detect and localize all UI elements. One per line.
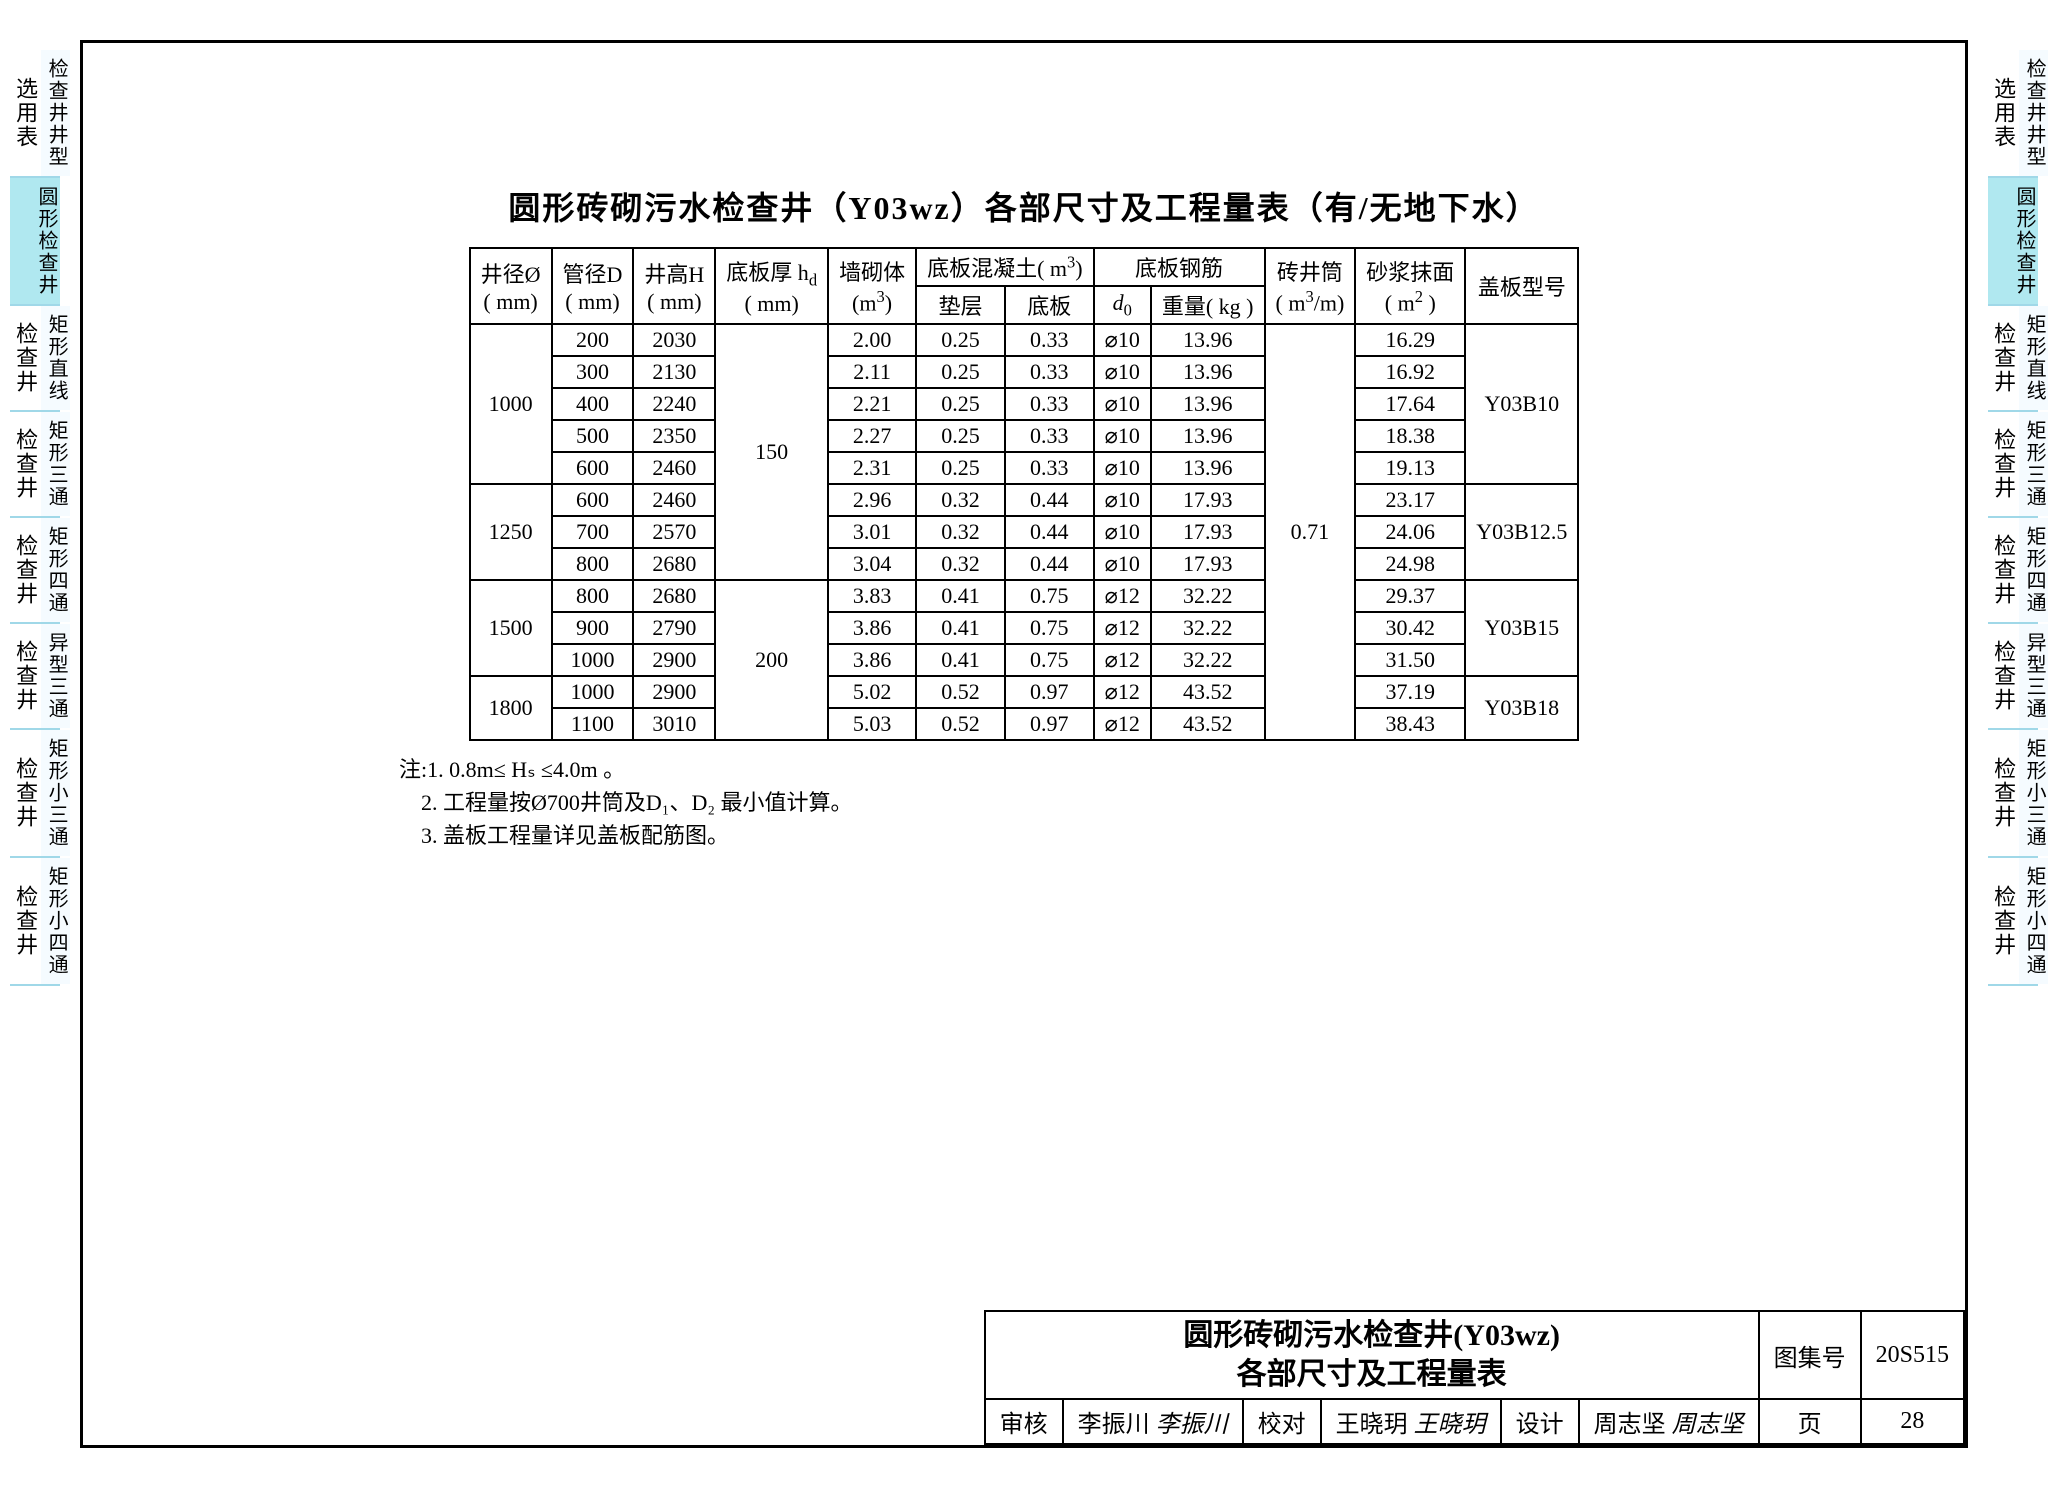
col-weight: 重量( kg ) [1151,286,1265,324]
audit-label: 审核 [985,1399,1063,1444]
titleblock-title: 圆形砖砌污水检查井(Y03wz)各部尺寸及工程量表 [985,1311,1759,1399]
side-tab[interactable]: 检查井 [1988,306,2019,410]
set-label: 图集号 [1759,1311,1861,1399]
side-tab[interactable]: 检查井 [1988,858,2019,984]
col-mortar: 砂浆抹面( m2 ) [1355,248,1465,324]
side-tab[interactable]: 检查井 [1988,730,2019,856]
side-tab[interactable]: 选用表 [10,50,41,176]
side-tab-sub[interactable]: 异型三通 [41,624,70,728]
col-pad: 垫层 [916,286,1005,324]
side-tab[interactable]: 检查井 [10,412,41,516]
col-diameter: 井径Ø( mm) [470,248,552,324]
side-tab-sub[interactable]: 矩形直线 [41,306,70,410]
table-row: 110030105.030.520.97⌀1243.5238.43 [470,708,1579,740]
side-tab[interactable]: 选用表 [1988,50,2019,176]
col-pipe-d: 管径D( mm) [552,248,634,324]
content: 圆形砖砌污水检查井（Y03wz）各部尺寸及工程量表（有/无地下水） 井径Ø( m… [283,183,1765,852]
table-row: 70025703.010.320.44⌀1017.9324.06 [470,516,1579,548]
table-row: 1800100029005.020.520.97⌀1243.5237.19Y03… [470,676,1579,708]
side-tab-sub[interactable]: 矩形三通 [41,412,70,516]
side-tab-sub[interactable]: 矩形四通 [2019,518,2048,622]
right-tabs: 选用表检查井井型圆形检查井检查井矩形直线检查井矩形三通检查井矩形四通检查井异型三… [1988,50,2038,986]
col-rebar: 底板钢筋 [1094,248,1265,286]
check-label: 校对 [1243,1399,1321,1444]
side-tab-sub[interactable]: 矩形小三通 [41,730,70,856]
side-tab-sub[interactable]: 检查井井型 [41,50,70,176]
side-tab[interactable]: 检查井 [1988,518,2019,622]
table-row: 50023502.270.250.33⌀1013.9618.38 [470,420,1579,452]
side-tab-sub[interactable]: 检查井井型 [2019,50,2048,176]
side-tab-sub[interactable]: 矩形小四通 [41,858,70,984]
side-tab[interactable]: 检查井 [10,306,41,410]
side-tab[interactable]: 检查井 [10,730,41,856]
table-row: 100029003.860.410.75⌀1232.2231.50 [470,644,1579,676]
side-tab-sub[interactable]: 矩形直线 [2019,306,2048,410]
table-row: 125060024602.960.320.44⌀1017.9323.17Y03B… [470,484,1579,516]
title-block: 圆形砖砌污水检查井(Y03wz)各部尺寸及工程量表 图集号 20S515 审核 … [984,1310,1965,1445]
col-cover: 盖板型号 [1465,248,1578,324]
dimensions-table: 井径Ø( mm) 管径D( mm) 井高H( mm) 底板厚 hd( mm) 墙… [469,247,1580,741]
side-tab[interactable]: 检查井 [10,518,41,622]
side-tab-sub[interactable]: 矩形小三通 [2019,730,2048,856]
side-tab[interactable]: 检查井 [1988,412,2019,516]
side-tab-sub[interactable]: 异型三通 [2019,624,2048,728]
side-tab[interactable]: 检查井 [1988,624,2019,728]
notes: 注:1. 0.8m≤ Hₛ ≤4.0m 。 2. 工程量按Ø700井筒及D₁、D… [399,753,1649,852]
col-base: 底板 [1005,286,1094,324]
table-row: 100020020301502.000.250.33⌀1013.960.7116… [470,324,1579,356]
col-d0: d0 [1094,286,1151,324]
set-no: 20S515 [1861,1311,1964,1399]
left-tabs: 选用表检查井井型圆形检查井检查井矩形直线检查井矩形三通检查井矩形四通检查井异型三… [10,50,60,986]
side-tab[interactable]: 检查井 [10,624,41,728]
table-row: 90027903.860.410.75⌀1232.2230.42 [470,612,1579,644]
side-tab-sub[interactable]: 圆形检查井 [10,178,60,306]
audit-name: 李振川 李振川 [1063,1399,1243,1444]
col-concrete: 底板混凝土( m3) [916,248,1094,286]
table-row: 150080026802003.830.410.75⌀1232.2229.37Y… [470,580,1579,612]
design-label: 设计 [1501,1399,1579,1444]
side-tab-sub[interactable]: 矩形三通 [2019,412,2048,516]
table-row: 80026803.040.320.44⌀1017.9324.98 [470,548,1579,580]
page-frame: 圆形砖砌污水检查井（Y03wz）各部尺寸及工程量表（有/无地下水） 井径Ø( m… [80,40,1968,1448]
col-base-thick: 底板厚 hd( mm) [715,248,828,324]
table-title: 圆形砖砌污水检查井（Y03wz）各部尺寸及工程量表（有/无地下水） [283,183,1765,229]
col-height: 井高H( mm) [633,248,715,324]
col-ring: 砖井筒( m3/m) [1265,248,1356,324]
table-row: 60024602.310.250.33⌀1013.9619.13 [470,452,1579,484]
table-row: 30021302.110.250.33⌀1013.9616.92 [470,356,1579,388]
side-tab-sub[interactable]: 圆形检查井 [1988,178,2038,306]
page-label: 页 [1759,1399,1861,1444]
side-tab-sub[interactable]: 矩形小四通 [2019,858,2048,984]
design-name: 周志坚 周志坚 [1579,1399,1759,1444]
side-tab-sub[interactable]: 矩形四通 [41,518,70,622]
table-row: 40022402.210.250.33⌀1013.9617.64 [470,388,1579,420]
check-name: 王晓玥 王晓玥 [1321,1399,1501,1444]
col-wall: 墙砌体(m3) [828,248,916,324]
side-tab[interactable]: 检查井 [10,858,41,984]
page-no: 28 [1861,1399,1964,1444]
